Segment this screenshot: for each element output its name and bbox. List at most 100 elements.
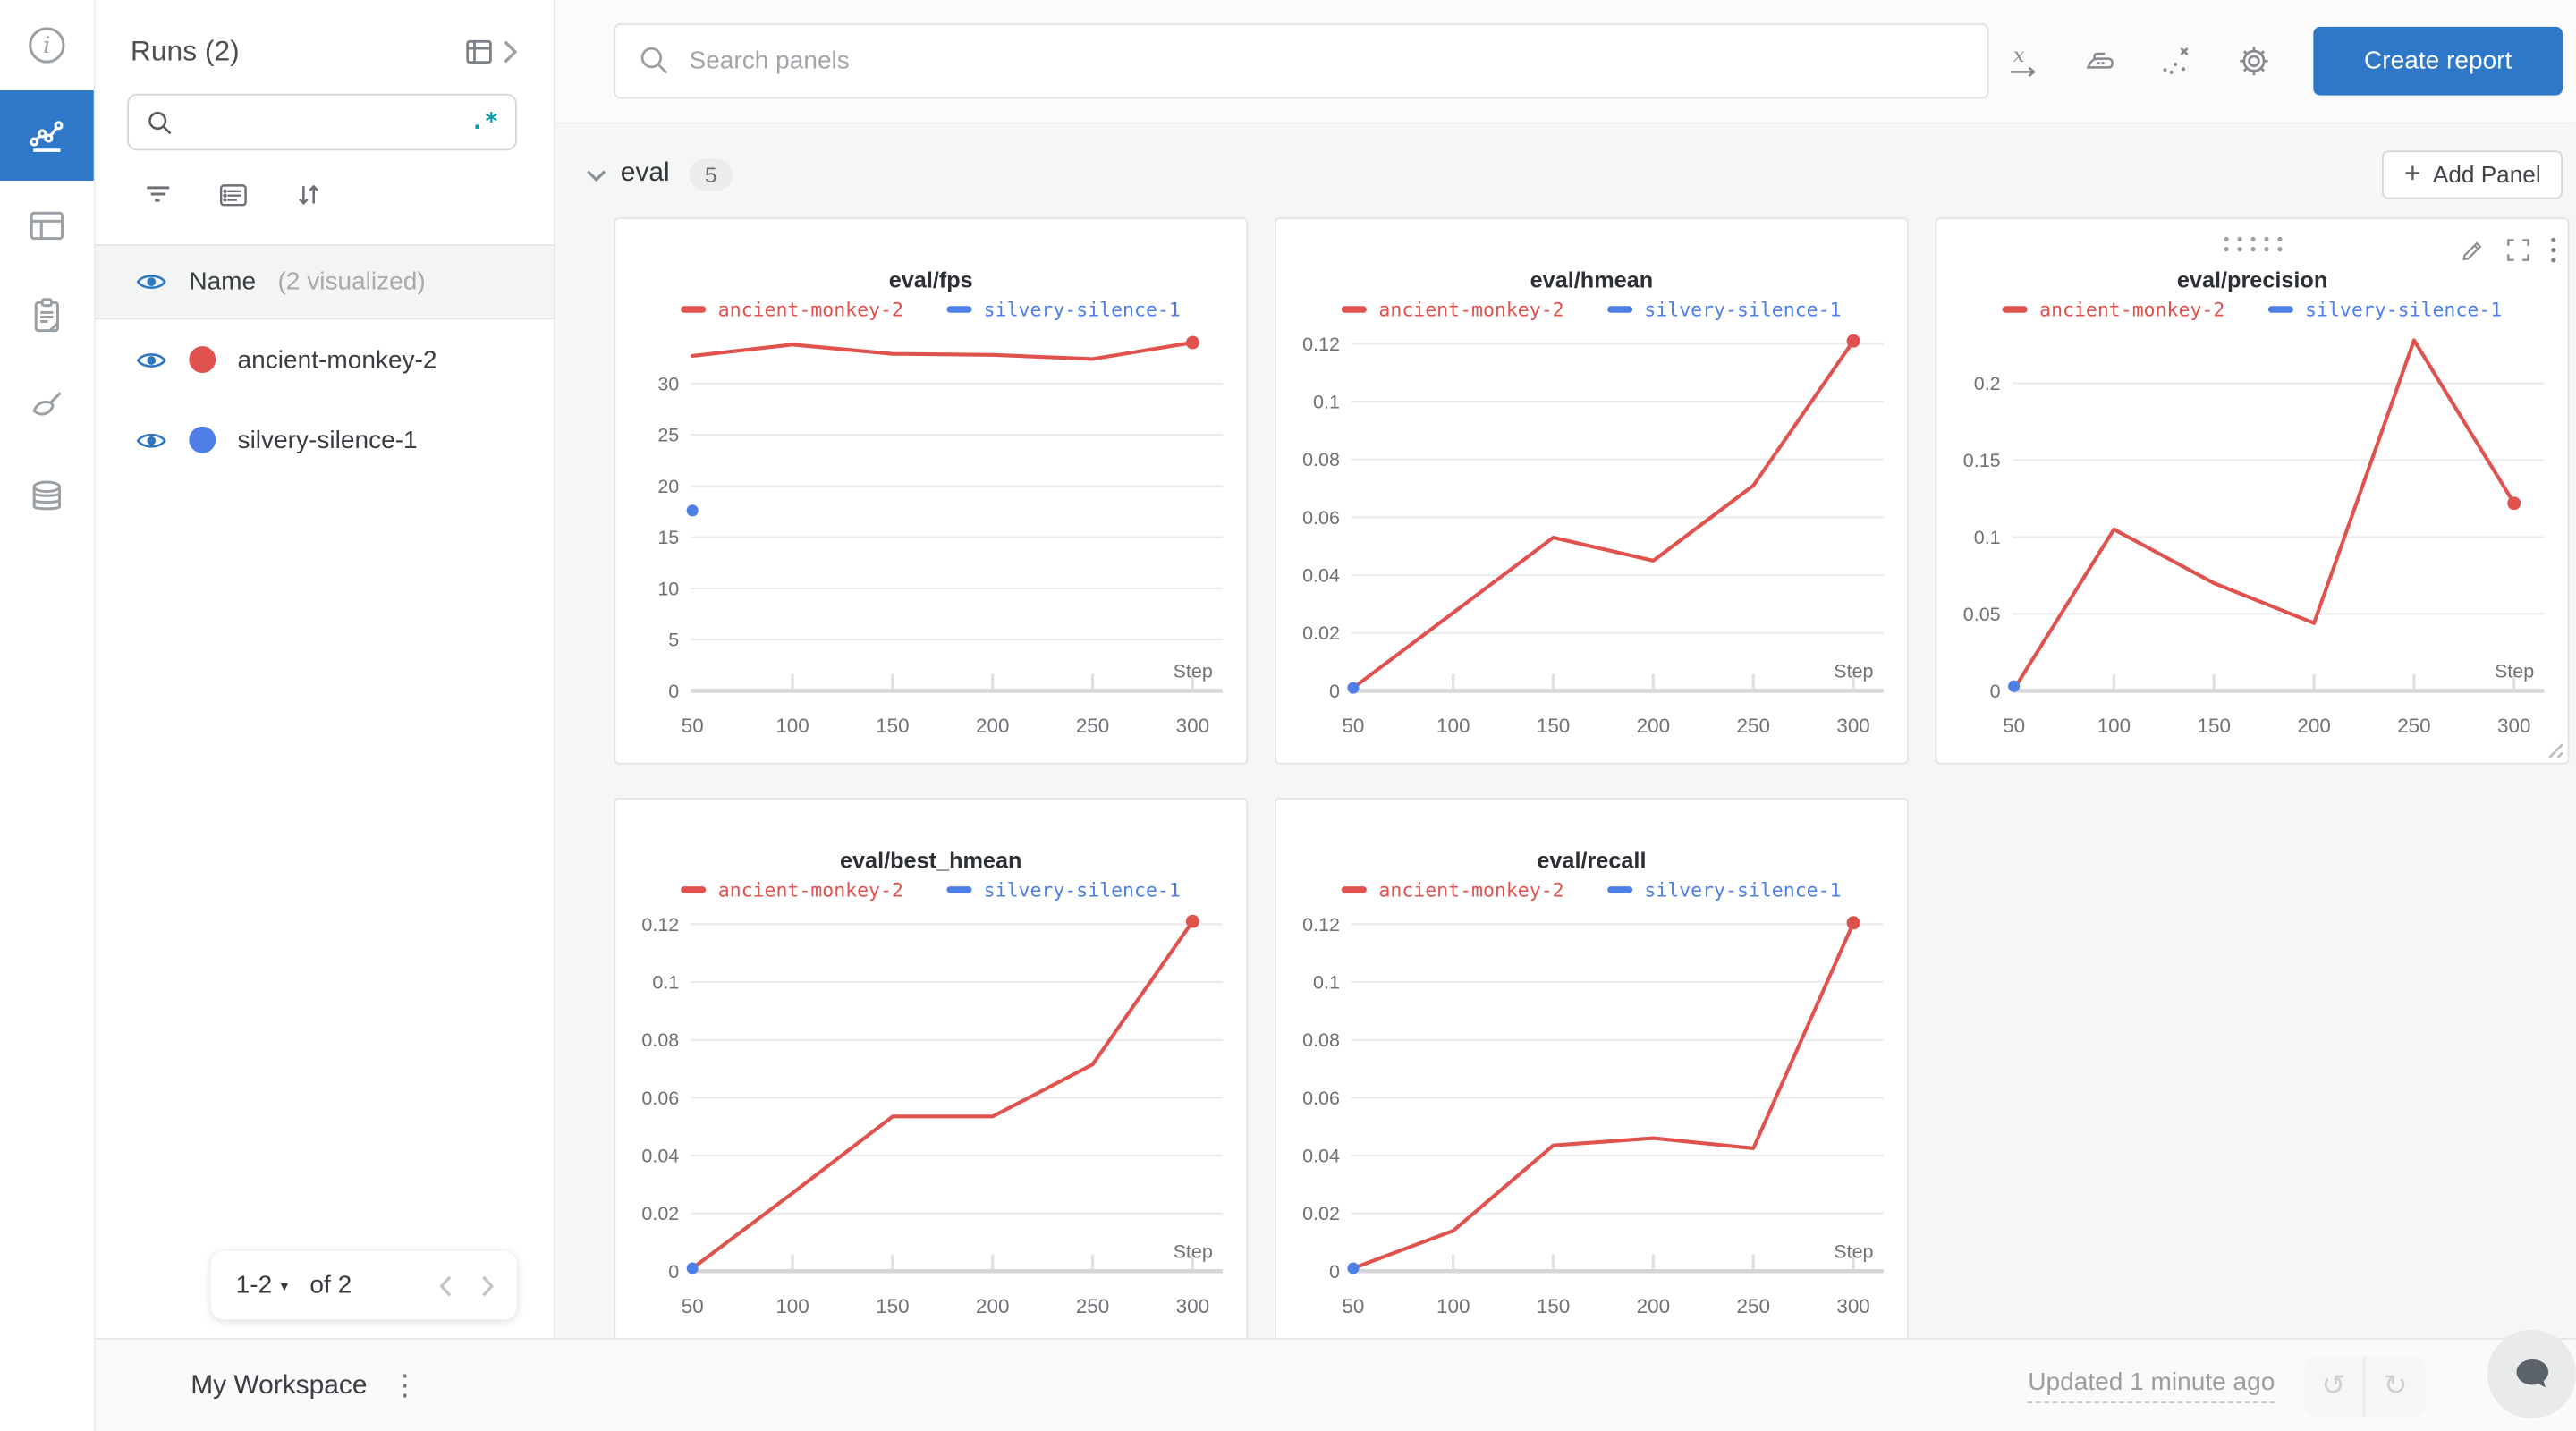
- legend-dash-icon: [2002, 306, 2029, 313]
- svg-text:0: 0: [668, 681, 679, 702]
- section-collapse-chevron-icon[interactable]: [586, 168, 607, 183]
- svg-text:50: 50: [1342, 715, 1364, 737]
- eye-icon[interactable]: [135, 429, 167, 451]
- legend-dash-icon: [946, 306, 972, 313]
- chart-title: eval/precision: [2176, 267, 2328, 293]
- svg-text:50: 50: [2003, 715, 2025, 737]
- svg-text:15: 15: [657, 527, 679, 548]
- filter-icon[interactable]: [142, 179, 174, 211]
- workspace-menu-kebab-icon[interactable]: ⋮: [390, 1369, 419, 1402]
- expand-runs-table-button[interactable]: [463, 35, 521, 68]
- svg-text:0.1: 0.1: [1313, 972, 1340, 994]
- legend-item[interactable]: ancient-monkey-2: [1342, 878, 1564, 902]
- legend-item[interactable]: ancient-monkey-2: [1342, 297, 1564, 322]
- chart-panel[interactable]: eval/hmean ancient-monkey-2 silvery-silenc…: [1275, 217, 1909, 765]
- eye-icon[interactable]: [135, 271, 167, 292]
- x-axis-settings-icon[interactable]: x: [2005, 43, 2042, 80]
- svg-text:200: 200: [976, 715, 1009, 737]
- legend-item[interactable]: silvery-silence-1: [946, 297, 1181, 322]
- database-icon: [25, 475, 69, 519]
- svg-text:100: 100: [2097, 715, 2131, 737]
- chart-panel[interactable]: eval/fps ancient-monkey-2 silvery-silence-…: [614, 217, 1249, 765]
- runs-sidebar: Runs (2): [95, 0, 555, 1339]
- dropdown-caret-icon[interactable]: ▾: [280, 1277, 289, 1295]
- panel-kebab-icon[interactable]: [2549, 236, 2557, 265]
- svg-text:100: 100: [775, 715, 809, 737]
- panel-search-input[interactable]: [685, 45, 1987, 78]
- legend-dash-icon: [681, 306, 707, 313]
- svg-text:0.08: 0.08: [1302, 449, 1340, 470]
- legend-item[interactable]: ancient-monkey-2: [681, 878, 903, 902]
- settings-gear-icon[interactable]: [2234, 42, 2273, 80]
- rail-item-info[interactable]: i: [0, 0, 94, 90]
- svg-text:0.15: 0.15: [1963, 450, 2001, 471]
- svg-text:300: 300: [1836, 1295, 1869, 1317]
- columns-list-icon[interactable]: [217, 179, 250, 211]
- redo-button[interactable]: ↻: [2365, 1356, 2425, 1416]
- runs-search-input[interactable]: [187, 106, 457, 138]
- updated-status[interactable]: Updated 1 minute ago: [2028, 1368, 2275, 1404]
- edit-panel-icon[interactable]: [2459, 236, 2487, 265]
- panel-search-box: [614, 23, 1989, 99]
- svg-text:Step: Step: [1174, 660, 1213, 682]
- rail-item-logs[interactable]: [0, 271, 94, 361]
- add-panel-button[interactable]: + Add Panel: [2382, 149, 2563, 199]
- drag-handle-icon[interactable]: [2219, 234, 2286, 254]
- sort-icon[interactable]: [292, 179, 325, 211]
- legend-item[interactable]: silvery-silence-1: [1607, 298, 1841, 321]
- legend-item[interactable]: ancient-monkey-2: [681, 298, 903, 321]
- workspace-title[interactable]: My Workspace: [191, 1370, 368, 1400]
- run-name[interactable]: silvery-silence-1: [237, 425, 418, 454]
- run-name[interactable]: ancient-monkey-2: [237, 345, 437, 374]
- svg-text:25: 25: [657, 425, 679, 446]
- legend-dash-icon: [2267, 306, 2293, 313]
- svg-text:Step: Step: [1174, 1240, 1213, 1262]
- rail-item-runs-table[interactable]: [0, 181, 94, 271]
- smoothing-iron-icon[interactable]: [2080, 42, 2119, 80]
- run-row-silvery-silence-1[interactable]: silvery-silence-1: [96, 400, 554, 480]
- section-title[interactable]: eval: [620, 158, 670, 188]
- chart-legend: ancient-monkey-2 silvery-silence-1: [615, 298, 1246, 321]
- svg-text:0.04: 0.04: [1302, 1145, 1340, 1166]
- rail-item-artifacts[interactable]: [0, 452, 94, 542]
- legend-run-name: ancient-monkey-2: [1378, 297, 1564, 322]
- chat-fab-button[interactable]: [2487, 1329, 2576, 1418]
- run-color-dot[interactable]: [189, 346, 216, 374]
- run-color-dot[interactable]: [189, 426, 216, 453]
- legend-run-name: silvery-silence-1: [983, 297, 1181, 322]
- rail-item-workspace-charts[interactable]: [0, 89, 94, 181]
- name-column-label: Name: [189, 267, 257, 297]
- runs-pagination: 1-2 ▾ of 2: [210, 1250, 517, 1320]
- create-report-button[interactable]: Create report: [2313, 26, 2563, 96]
- workspace-bottombar: My Workspace ⋮ Updated 1 minute ago ↺ ↻: [95, 1338, 2576, 1431]
- runs-name-header[interactable]: Name (2 visualized): [95, 244, 555, 320]
- left-icon-rail: i: [0, 0, 96, 1431]
- legend-item[interactable]: silvery-silence-1: [946, 878, 1181, 902]
- svg-text:300: 300: [1176, 715, 1209, 737]
- outliers-scatter-icon[interactable]: [2157, 42, 2196, 80]
- chart-panel[interactable]: eval/best_hmean ancient-monkey-2 silvery-s…: [614, 798, 1249, 1339]
- svg-text:300: 300: [1176, 1295, 1209, 1317]
- fullscreen-panel-icon[interactable]: [2504, 236, 2533, 265]
- chart-panel[interactable]: eval/precision ancient-monkey-2 silvery-si…: [1935, 217, 2570, 765]
- svg-text:0.1: 0.1: [1974, 527, 2001, 548]
- svg-text:150: 150: [876, 715, 909, 737]
- resize-handle[interactable]: [2547, 742, 2564, 759]
- page-range-dropdown[interactable]: 1-2: [235, 1271, 273, 1300]
- rail-item-sweeps[interactable]: [0, 361, 94, 452]
- next-page-button[interactable]: [479, 1272, 497, 1299]
- undo-button[interactable]: ↺: [2303, 1355, 2366, 1417]
- svg-text:250: 250: [1076, 1295, 1109, 1317]
- svg-text:100: 100: [1436, 715, 1470, 737]
- chart-panel[interactable]: eval/recall ancient-monkey-2 silvery-silen…: [1275, 798, 1909, 1339]
- legend-dash-icon: [1607, 306, 1633, 313]
- regex-toggle[interactable]: .*: [470, 108, 499, 136]
- run-row-ancient-monkey-2[interactable]: ancient-monkey-2: [96, 319, 554, 400]
- legend-item[interactable]: silvery-silence-1: [1607, 878, 1841, 902]
- prev-page-button[interactable]: [436, 1272, 455, 1299]
- legend-item[interactable]: ancient-monkey-2: [2002, 298, 2224, 321]
- svg-text:0.12: 0.12: [1302, 914, 1340, 936]
- plus-icon: +: [2404, 157, 2421, 190]
- eye-icon[interactable]: [135, 349, 167, 370]
- legend-item[interactable]: silvery-silence-1: [2267, 298, 2502, 321]
